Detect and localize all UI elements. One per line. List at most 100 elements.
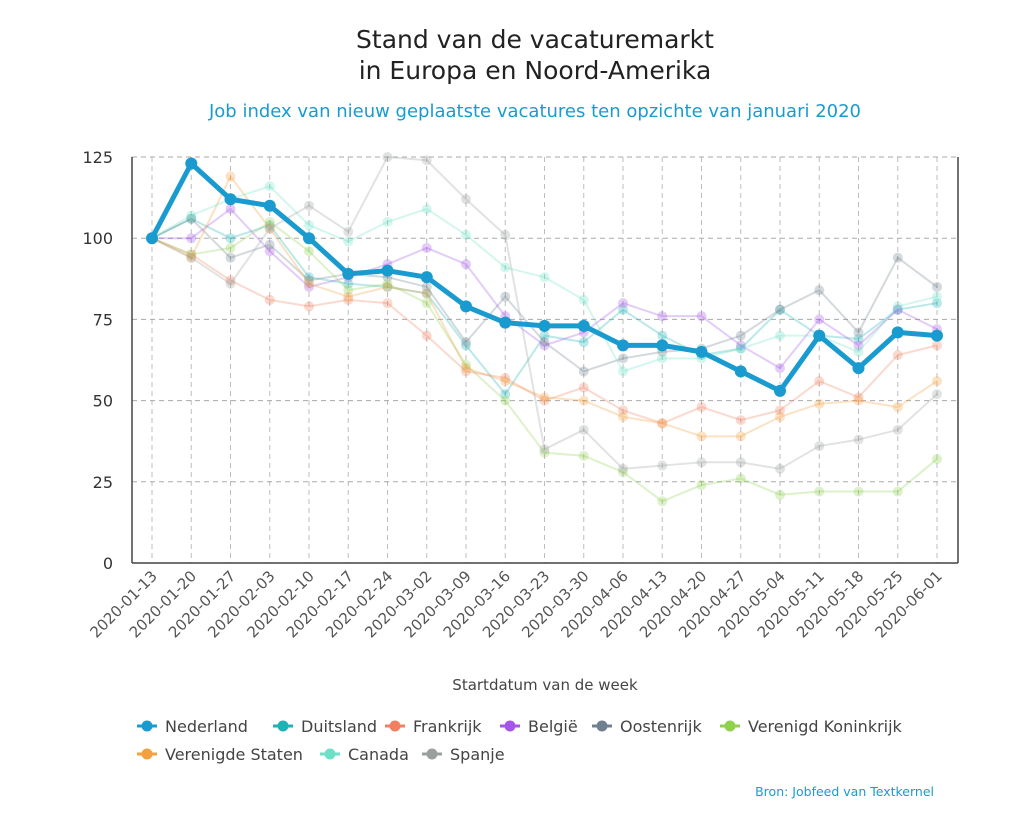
- data-point: [892, 304, 903, 315]
- data-point: [461, 359, 471, 370]
- data-point: [892, 424, 903, 435]
- series-layer: [146, 152, 943, 507]
- data-point: [892, 402, 903, 413]
- data-point: [263, 199, 276, 212]
- data-point: [735, 340, 746, 351]
- data-point: [343, 226, 354, 237]
- data-point: [618, 353, 628, 364]
- data-point: [500, 229, 511, 240]
- data-point: [343, 236, 354, 247]
- data-point: [461, 363, 471, 374]
- legend-item[interactable]: Canada: [320, 745, 409, 764]
- legend-label: Oostenrijk: [620, 717, 702, 736]
- data-point: [264, 181, 275, 192]
- data-point: [343, 291, 354, 302]
- data-point: [421, 242, 432, 253]
- legend-label: Verenigd Koninkrijk: [748, 717, 903, 736]
- data-point: [696, 402, 707, 413]
- data-point: [225, 171, 236, 182]
- data-point: [617, 339, 629, 352]
- data-point: [225, 203, 236, 214]
- series-line: [151, 217, 938, 373]
- data-point: [421, 155, 432, 166]
- series-line: [151, 207, 938, 370]
- data-point: [657, 353, 668, 364]
- data-point: [775, 411, 785, 422]
- data-point: [146, 232, 158, 245]
- grid-lines: [132, 156, 958, 563]
- series-duitsland: [147, 213, 942, 400]
- legend-swatch-marker: [141, 720, 153, 732]
- legend-swatch-marker: [426, 748, 438, 760]
- data-point: [814, 398, 825, 409]
- legend-item[interactable]: België: [500, 717, 578, 736]
- y-tick-label: 100: [82, 229, 113, 248]
- data-point: [304, 275, 314, 286]
- data-point: [304, 220, 314, 231]
- data-point: [461, 366, 471, 377]
- data-point: [500, 395, 511, 406]
- data-point: [932, 340, 942, 351]
- data-point: [539, 392, 550, 403]
- data-point: [421, 203, 432, 214]
- series-line: [151, 156, 938, 470]
- data-point: [185, 157, 198, 170]
- data-point: [578, 395, 589, 406]
- data-point: [500, 376, 511, 387]
- data-point: [264, 216, 275, 227]
- legend-item[interactable]: Duitsland: [273, 717, 377, 736]
- legend-swatch-marker: [596, 720, 608, 732]
- legend-item[interactable]: Verenigde Staten: [137, 745, 303, 764]
- data-point: [735, 343, 746, 354]
- legend-item[interactable]: Frankrijk: [385, 717, 482, 736]
- data-point: [539, 395, 550, 406]
- legend-item[interactable]: Spanje: [422, 745, 505, 764]
- legend-label: Verenigde Staten: [165, 745, 303, 764]
- data-point: [618, 411, 628, 422]
- legend-label: Frankrijk: [413, 717, 482, 736]
- data-point: [775, 363, 785, 374]
- data-point: [186, 233, 197, 244]
- data-point: [343, 294, 354, 305]
- data-point: [696, 457, 707, 468]
- data-point: [618, 366, 628, 377]
- data-point: [186, 210, 197, 221]
- data-point: [421, 298, 432, 309]
- data-point: [539, 272, 550, 283]
- data-point: [932, 389, 942, 400]
- data-point: [304, 246, 314, 257]
- data-point: [539, 444, 550, 455]
- legend-item[interactable]: Verenigd Koninkrijk: [720, 717, 903, 736]
- data-point: [814, 314, 825, 325]
- legend-label: België: [528, 717, 578, 736]
- data-point: [578, 424, 589, 435]
- data-point: [186, 252, 197, 263]
- data-point: [735, 415, 746, 426]
- data-point: [225, 242, 236, 253]
- data-point: [381, 264, 394, 277]
- series-verenigd-koninkrijk: [147, 216, 942, 507]
- data-point: [735, 343, 746, 354]
- data-point: [225, 252, 236, 263]
- data-point: [539, 340, 550, 351]
- data-point: [735, 457, 746, 468]
- data-point: [775, 405, 785, 416]
- data-point: [224, 193, 237, 206]
- data-point: [853, 340, 864, 351]
- data-point: [186, 213, 197, 224]
- data-point: [618, 467, 628, 478]
- data-point: [539, 447, 550, 458]
- data-point: [813, 329, 826, 342]
- y-tick-label: 75: [93, 310, 113, 329]
- data-point: [186, 252, 197, 263]
- legend-item[interactable]: Nederland: [137, 717, 248, 736]
- legend-item[interactable]: Oostenrijk: [592, 717, 702, 736]
- x-axis-title: Startdatum van de week: [452, 676, 638, 694]
- data-point: [382, 278, 393, 289]
- data-point: [578, 450, 589, 461]
- series-belgi-: [147, 203, 942, 374]
- data-point: [657, 418, 668, 429]
- legend-label: Nederland: [165, 717, 248, 736]
- data-point: [696, 431, 707, 442]
- data-point: [500, 291, 511, 302]
